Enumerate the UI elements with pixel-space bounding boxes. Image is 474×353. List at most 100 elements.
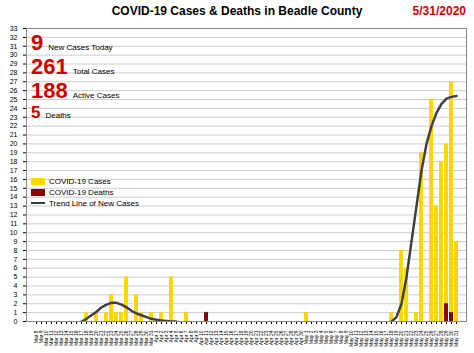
svg-text:Mar 14: Mar 14 — [63, 330, 70, 347]
svg-text:Apr 10: Apr 10 — [198, 330, 205, 346]
svg-text:Mar 30: Mar 30 — [143, 330, 150, 347]
html-text:5: 5 — [31, 103, 41, 122]
svg-text:Mar 27: Mar 27 — [128, 330, 135, 347]
svg-text:Apr 8: Apr 8 — [188, 330, 195, 343]
svg-text:Apr 25: Apr 25 — [273, 330, 280, 346]
svg-text:0: 0 — [14, 318, 18, 325]
svg-text:32: 32 — [10, 34, 18, 41]
html-text:COVID-19 Cases: COVID-19 Cases — [49, 176, 111, 186]
svg-text:Apr 13: Apr 13 — [213, 330, 220, 346]
svg-text:25: 25 — [10, 96, 18, 103]
svg-text:12: 12 — [10, 211, 18, 218]
svg-text:Apr 24: Apr 24 — [268, 330, 275, 346]
svg-text:Apr 21: Apr 21 — [253, 330, 260, 346]
svg-text:Mar 15: Mar 15 — [68, 330, 75, 347]
svg-text:22: 22 — [10, 122, 18, 129]
html-text:Deaths: Deaths — [45, 111, 71, 120]
svg-text:33: 33 — [10, 25, 18, 32]
svg-text:Mar 13: Mar 13 — [58, 330, 65, 347]
svg-text:27: 27 — [10, 78, 18, 85]
html-text:COVID-19 Cases & Deaths in Bea: COVID-19 Cases & Deaths in Beadle County — [111, 4, 363, 18]
html-text:9: 9 — [31, 30, 44, 55]
svg-text:Apr 18: Apr 18 — [238, 330, 245, 346]
svg-text:2: 2 — [14, 300, 18, 307]
svg-text:Apr 12: Apr 12 — [208, 330, 215, 346]
svg-text:29: 29 — [10, 60, 18, 67]
svg-text:Mar 25: Mar 25 — [118, 330, 125, 347]
svg-text:Apr 2: Apr 2 — [158, 330, 165, 343]
svg-text:Mar 9: Mar 9 — [38, 330, 45, 344]
html-text:5/31/2020: 5/31/2020 — [412, 4, 466, 18]
svg-text:Mar 22: Mar 22 — [103, 330, 110, 347]
svg-text:Apr 28: Apr 28 — [288, 330, 295, 346]
svg-text:11: 11 — [10, 220, 17, 227]
svg-text:Apr 15: Apr 15 — [223, 330, 230, 346]
html-text:COVID-19 Deaths: COVID-19 Deaths — [49, 187, 114, 197]
html-text:261: 261 — [31, 54, 68, 79]
svg-text:5: 5 — [14, 273, 18, 280]
svg-text:Mar 20: Mar 20 — [93, 330, 100, 347]
svg-text:Mar 28: Mar 28 — [133, 330, 140, 347]
svg-text:Apr 14: Apr 14 — [218, 330, 225, 346]
svg-text:26: 26 — [10, 87, 18, 94]
svg-text:Mar 17: Mar 17 — [78, 330, 85, 347]
svg-text:Mar 23: Mar 23 — [108, 330, 115, 347]
svg-text:9: 9 — [14, 238, 18, 245]
svg-text:Mar 19: Mar 19 — [88, 330, 95, 347]
html-text:Active Cases: Active Cases — [72, 91, 120, 100]
html-text:188: 188 — [31, 78, 68, 103]
html-text:Total Cases: Total Cases — [72, 67, 115, 76]
svg-text:Apr 22: Apr 22 — [258, 330, 265, 346]
svg-text:Apr 17: Apr 17 — [233, 330, 240, 346]
svg-text:Mar 24: Mar 24 — [113, 330, 120, 347]
svg-text:Mar 26: Mar 26 — [123, 330, 130, 347]
svg-text:Apr 5: Apr 5 — [173, 330, 180, 343]
svg-text:3: 3 — [14, 291, 18, 298]
svg-text:Apr 6: Apr 6 — [178, 330, 185, 343]
svg-text:21: 21 — [10, 131, 18, 138]
svg-text:23: 23 — [10, 114, 18, 121]
html-text:Trend Line of New Cases: Trend Line of New Cases — [49, 198, 139, 208]
svg-text:Apr 9: Apr 9 — [193, 330, 200, 343]
svg-text:Mar 31: Mar 31 — [148, 330, 155, 347]
svg-text:Mar 21: Mar 21 — [98, 330, 105, 347]
svg-text:Mar 10: Mar 10 — [43, 330, 50, 347]
svg-text:15: 15 — [10, 185, 18, 192]
svg-text:Apr 11: Apr 11 — [203, 330, 210, 345]
svg-text:Mar 8: Mar 8 — [33, 330, 40, 344]
svg-text:19: 19 — [10, 149, 18, 156]
svg-text:Mar 18: Mar 18 — [83, 330, 90, 347]
svg-text:14: 14 — [10, 193, 18, 200]
svg-text:13: 13 — [10, 202, 18, 209]
svg-text:Apr 19: Apr 19 — [243, 330, 250, 346]
svg-text:Mar 12: Mar 12 — [53, 330, 60, 347]
svg-text:Apr 16: Apr 16 — [228, 330, 235, 346]
svg-text:Apr 20: Apr 20 — [248, 330, 255, 346]
svg-text:6: 6 — [14, 264, 18, 271]
svg-text:Apr 23: Apr 23 — [263, 330, 270, 346]
svg-text:Mar 16: Mar 16 — [73, 330, 80, 347]
svg-text:May 31: May 31 — [453, 330, 459, 347]
svg-text:20: 20 — [10, 140, 18, 147]
svg-text:4: 4 — [14, 282, 18, 289]
svg-text:8: 8 — [14, 247, 18, 254]
svg-text:Apr 26: Apr 26 — [278, 330, 285, 346]
svg-text:28: 28 — [10, 69, 18, 76]
svg-text:Apr 3: Apr 3 — [163, 330, 170, 343]
svg-text:30: 30 — [10, 51, 18, 58]
svg-text:1: 1 — [14, 309, 18, 316]
svg-text:Mar 29: Mar 29 — [138, 330, 145, 347]
svg-text:10: 10 — [10, 229, 18, 236]
svg-text:Apr 4: Apr 4 — [168, 330, 175, 343]
html-text:New Cases Today: New Cases Today — [48, 43, 113, 52]
svg-text:18: 18 — [10, 158, 18, 165]
svg-text:31: 31 — [10, 42, 18, 49]
svg-text:24: 24 — [10, 105, 18, 112]
svg-text:Apr 27: Apr 27 — [283, 330, 290, 346]
svg-text:7: 7 — [14, 256, 18, 263]
svg-text:Apr 1: Apr 1 — [153, 330, 160, 343]
svg-text:Apr 7: Apr 7 — [183, 330, 190, 343]
svg-text:17: 17 — [10, 167, 18, 174]
svg-text:Mar 11: Mar 11 — [48, 330, 55, 346]
svg-text:16: 16 — [10, 176, 18, 183]
